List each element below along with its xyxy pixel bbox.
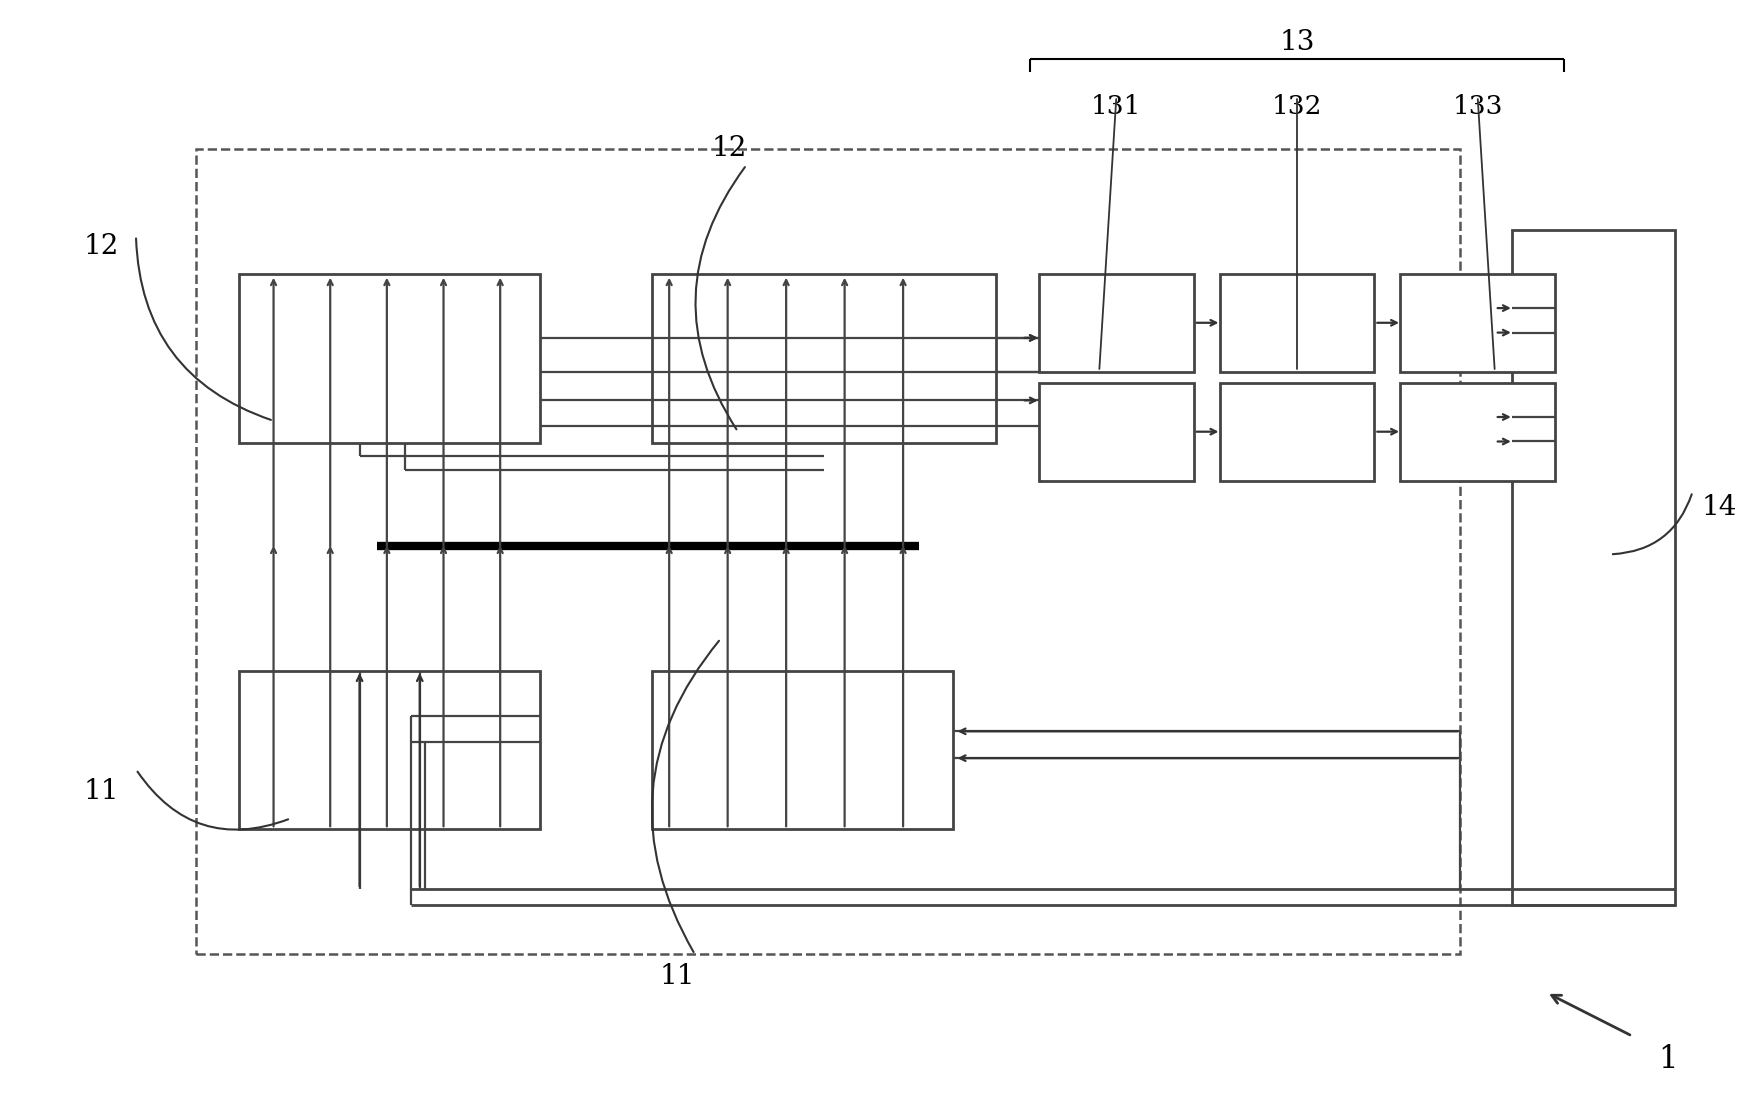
Text: 14: 14: [1701, 494, 1736, 522]
Text: 11: 11: [84, 778, 119, 804]
FancyBboxPatch shape: [652, 274, 995, 442]
FancyBboxPatch shape: [1218, 274, 1374, 372]
FancyBboxPatch shape: [239, 274, 540, 442]
FancyBboxPatch shape: [1400, 383, 1554, 481]
FancyBboxPatch shape: [1038, 383, 1194, 481]
Text: 133: 133: [1451, 94, 1502, 119]
FancyBboxPatch shape: [239, 672, 540, 829]
FancyBboxPatch shape: [1038, 274, 1194, 372]
Text: 12: 12: [84, 233, 119, 260]
FancyBboxPatch shape: [1510, 231, 1675, 906]
FancyBboxPatch shape: [652, 672, 953, 829]
Text: 132: 132: [1271, 94, 1321, 119]
Text: 131: 131: [1091, 94, 1141, 119]
FancyBboxPatch shape: [1400, 274, 1554, 372]
FancyBboxPatch shape: [1218, 383, 1374, 481]
Text: 11: 11: [659, 963, 696, 989]
Text: 1: 1: [1657, 1043, 1676, 1074]
Text: 12: 12: [711, 135, 746, 162]
Text: 13: 13: [1278, 29, 1314, 56]
